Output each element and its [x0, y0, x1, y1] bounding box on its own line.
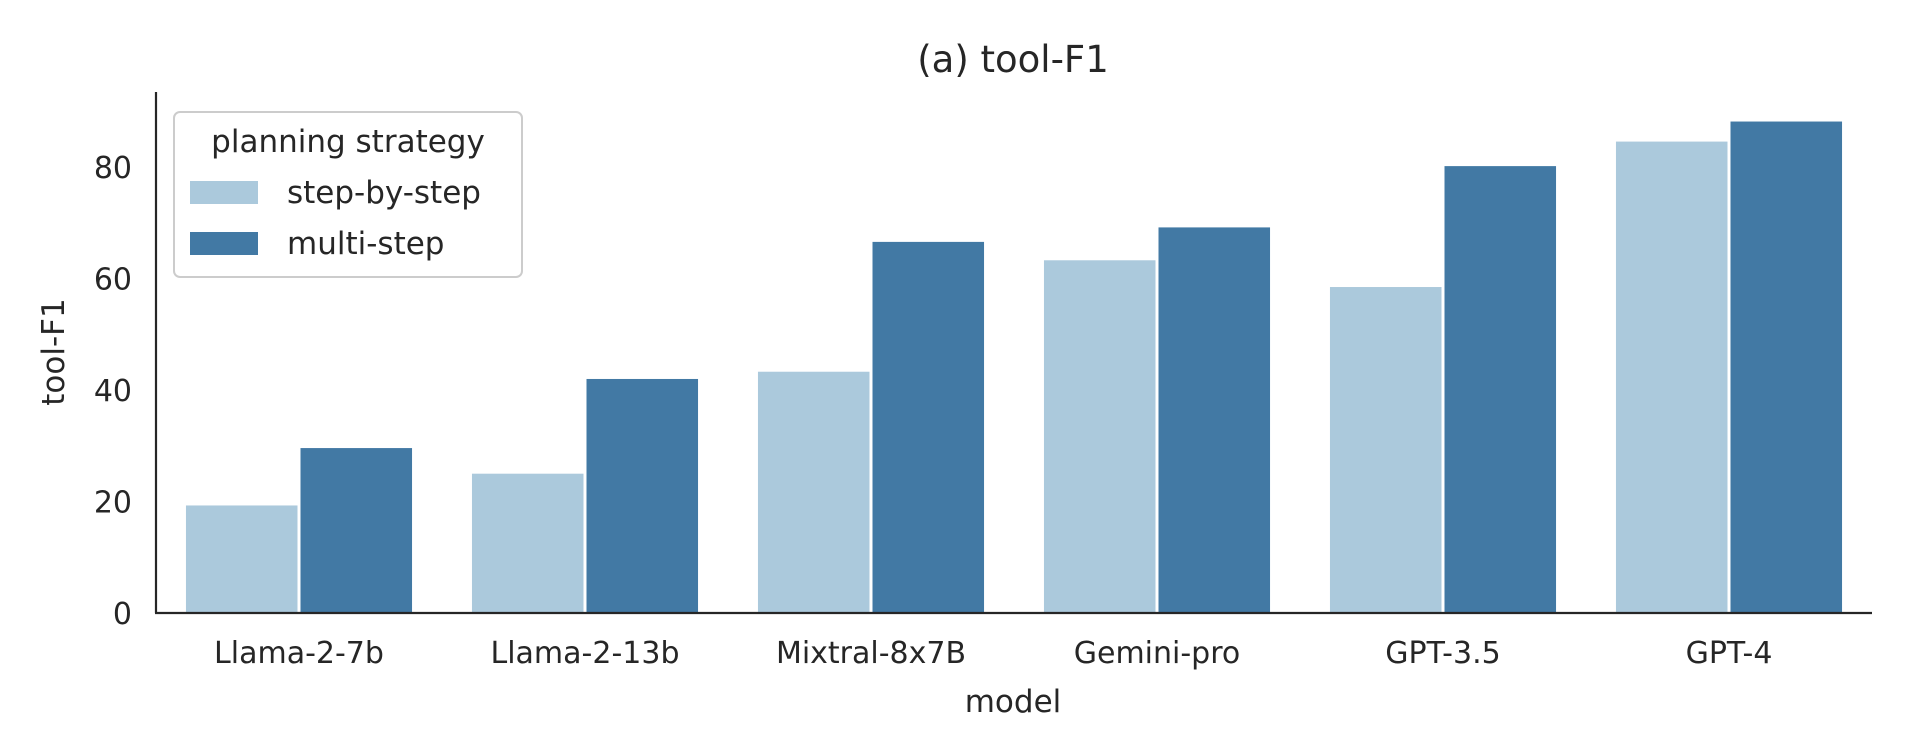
x-tick-label: Llama-2-7b [214, 636, 384, 671]
bar-step-by-step-gemini-pro [1043, 260, 1156, 613]
y-tick-label: 80 [94, 151, 132, 186]
x-tick-label: Llama-2-13b [491, 636, 680, 671]
bar-step-by-step-gpt-4 [1615, 141, 1728, 613]
x-tick-label: Gemini-pro [1074, 636, 1241, 671]
x-tick-label: Mixtral-8x7B [776, 636, 966, 671]
bar-step-by-step-llama-2-7b [185, 505, 298, 613]
legend-box [173, 111, 523, 278]
legend-swatch-multi-step [190, 232, 258, 255]
y-axis-ticks: 0 20 40 60 80 [94, 151, 132, 632]
chart-title: (a) tool-F1 [917, 38, 1109, 81]
bar-step-by-step-gpt-3-5 [1329, 287, 1442, 613]
bar-step-by-step-llama-2-13b [471, 473, 584, 613]
bar-multi-step-llama-2-13b [586, 378, 699, 613]
bar-multi-step-gemini-pro [1158, 227, 1271, 613]
legend-label-multi-step: multi-step [287, 226, 444, 262]
x-axis-label: model [965, 684, 1062, 720]
bar-step-by-step-mixtral-8x7b [757, 371, 870, 613]
y-tick-label: 60 [94, 263, 132, 298]
x-axis-ticks: Llama-2-7b Llama-2-13b Mixtral-8x7B Gemini-… [214, 636, 1772, 671]
bars-group [185, 121, 1843, 614]
y-tick-label: 40 [94, 374, 132, 409]
bar-multi-step-gpt-3-5 [1444, 166, 1557, 613]
x-tick-label: GPT-3.5 [1385, 636, 1500, 671]
x-tick-label: GPT-4 [1686, 636, 1773, 671]
legend-swatch-step-by-step [190, 181, 258, 204]
legend-label-step-by-step: step-by-step [287, 175, 481, 211]
bar-multi-step-mixtral-8x7b [872, 241, 985, 614]
y-tick-label: 20 [94, 486, 132, 521]
bar-multi-step-llama-2-7b [300, 448, 413, 613]
legend-title: planning strategy [211, 124, 485, 160]
legend: planning strategy step-by-step multi-ste… [173, 111, 523, 278]
bar-multi-step-gpt-4 [1730, 121, 1843, 613]
y-tick-label: 0 [113, 597, 132, 632]
y-axis-label: tool-F1 [36, 298, 72, 405]
